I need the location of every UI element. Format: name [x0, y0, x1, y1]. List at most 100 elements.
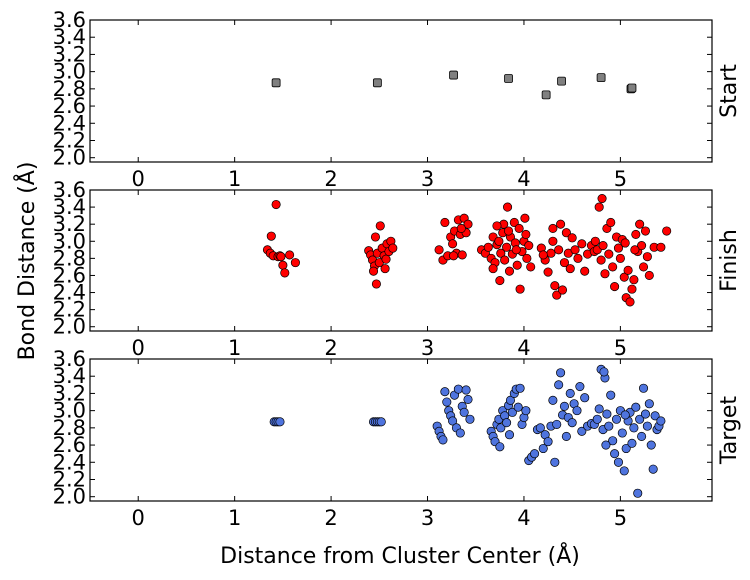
data-point-finish	[596, 255, 606, 265]
data-point-target	[638, 383, 649, 393]
panel-start: 2.02.22.42.62.83.03.23.43.6 0 1 2 3 4 5 Start	[53, 8, 742, 191]
data-point-finish	[637, 240, 647, 251]
panel-label: Target	[717, 396, 742, 465]
data-point-finish	[567, 233, 577, 243]
data-point-target	[561, 431, 571, 442]
data-point-target	[538, 443, 548, 454]
data-point-target	[504, 430, 515, 440]
y-tick-label: 3.4	[53, 364, 86, 388]
data-point-finish	[613, 243, 624, 253]
x-tick-label: 0	[132, 336, 145, 360]
data-point-target	[629, 423, 639, 433]
y-tick-label: 2.2	[53, 298, 86, 322]
panel-label: Start	[717, 64, 742, 118]
y-tick-label: 2.4	[53, 111, 86, 135]
data-point-target	[642, 421, 652, 431]
y-tick-label: 3.4	[53, 25, 86, 49]
x-tick-label: 3	[421, 167, 434, 191]
x-tick-label: 1	[228, 506, 241, 530]
data-point-target	[552, 419, 562, 429]
data-point-target	[656, 416, 666, 426]
data-point-finish	[577, 239, 587, 249]
data-point-finish	[278, 260, 288, 270]
data-point-finish	[502, 242, 512, 252]
data-point-finish	[515, 284, 525, 294]
data-point-finish	[494, 236, 504, 246]
data-point-finish	[635, 219, 645, 229]
data-point-target	[575, 381, 585, 392]
data-point-target	[592, 414, 602, 424]
data-point-target	[502, 418, 512, 428]
data-point-target	[611, 414, 622, 424]
x-tick-label: 3	[421, 506, 434, 530]
data-point-finish	[511, 245, 521, 255]
data-point-finish	[504, 266, 515, 276]
data-point-finish	[276, 252, 286, 262]
y-tick-label: 2.6	[53, 94, 86, 118]
data-point-target	[556, 368, 566, 378]
data-point-target	[580, 393, 590, 403]
panels-layer: 2.02.22.42.62.83.03.23.43.60 1 2 3 4 5Start2.…	[53, 8, 742, 530]
x-tick-label: 4	[517, 506, 530, 530]
data-point-finish	[371, 279, 381, 289]
data-point-finish	[440, 217, 450, 228]
data-point-finish	[550, 281, 560, 291]
y-tick-label: 3.4	[53, 195, 86, 219]
data-point-finish	[546, 248, 556, 258]
data-point-finish	[271, 199, 281, 210]
data-point-target	[619, 466, 629, 476]
data-point-start	[372, 78, 382, 88]
y-tick-label: 3.6	[53, 347, 86, 371]
data-point-target	[442, 397, 452, 407]
data-point-start	[627, 83, 637, 93]
data-point-target	[601, 440, 611, 450]
data-point-finish	[381, 254, 391, 264]
data-point-finish	[449, 251, 459, 261]
data-point-finish	[662, 226, 672, 236]
data-point-start	[271, 78, 281, 88]
data-point-finish	[631, 229, 641, 239]
y-tick-label: 3.6	[53, 8, 86, 32]
data-point-finish	[556, 219, 566, 229]
data-point-finish	[463, 219, 473, 229]
data-point-finish	[503, 226, 514, 236]
x-tick-label: 1	[228, 336, 241, 360]
y-tick-label: 3.0	[53, 229, 86, 253]
y-axis-label: Bond Distance (Å)	[13, 162, 40, 361]
y-tick-label: 2.8	[53, 246, 86, 270]
data-point-start	[541, 90, 551, 100]
data-point-target	[465, 414, 475, 424]
data-point-finish	[570, 245, 580, 255]
data-point-target	[448, 416, 458, 426]
y-tick-label: 2.8	[53, 416, 86, 440]
data-point-target	[599, 367, 609, 377]
data-point-finish	[640, 226, 651, 236]
data-point-target	[376, 417, 386, 427]
y-tick-label: 3.0	[53, 399, 86, 423]
data-point-target	[559, 401, 570, 411]
data-point-finish	[524, 240, 534, 251]
x-tick-label: 5	[614, 336, 627, 360]
data-point-finish	[496, 248, 506, 258]
data-point-target	[507, 407, 517, 417]
y-tick-label: 2.0	[53, 485, 86, 509]
data-point-finish	[538, 250, 548, 260]
data-point-target	[455, 428, 465, 438]
data-point-target	[567, 418, 577, 428]
data-point-finish	[543, 267, 553, 277]
data-point-target	[637, 431, 647, 442]
data-point-target	[505, 395, 516, 405]
data-point-finish	[620, 238, 630, 248]
data-point-target	[453, 384, 463, 394]
data-point-target	[640, 409, 651, 419]
x-axis-label: Distance from Cluster Center (Å)	[220, 542, 580, 569]
data-point-finish	[520, 213, 530, 223]
data-point-target	[565, 388, 575, 398]
data-point-target	[620, 410, 630, 420]
y-tick-label: 2.6	[53, 263, 86, 287]
x-tick-label: 0	[132, 167, 145, 191]
data-point-start	[596, 73, 606, 83]
x-tick-label: 2	[324, 167, 337, 191]
data-point-finish	[559, 258, 570, 268]
